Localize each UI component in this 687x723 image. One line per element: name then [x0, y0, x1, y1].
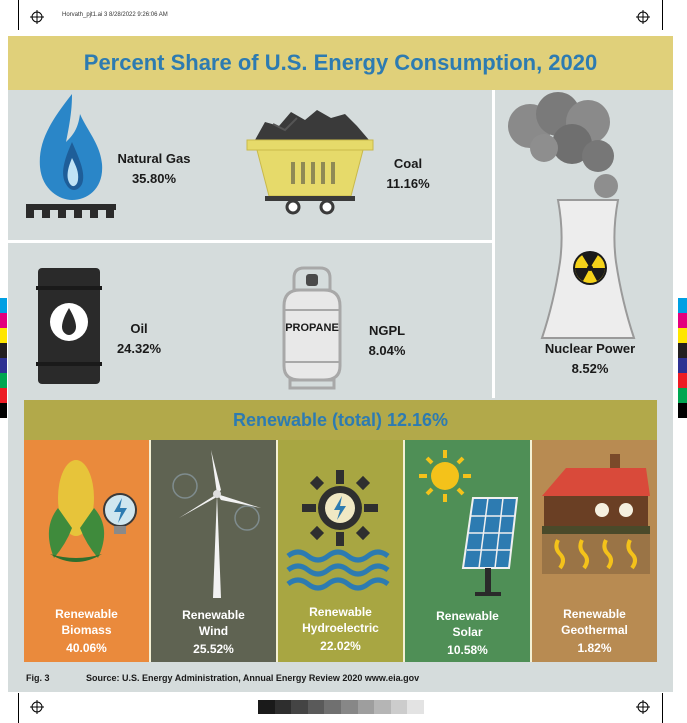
source-value: 8.52%: [571, 361, 609, 376]
wind-turbine-icon: [172, 450, 261, 598]
source-citation: Source: U.S. Energy Administration, Annu…: [86, 673, 420, 683]
renewable-biomass-card: [24, 440, 149, 662]
registration-mark-icon: [636, 10, 650, 24]
title-band: [8, 36, 673, 90]
renewable-label: Wind: [198, 624, 229, 638]
source-label: Coal: [393, 156, 423, 171]
renewable-value: 22.02%: [320, 639, 361, 653]
print-slug: Horvath_pjt1.ai 3 8/28/2022 9:26:06 AM: [62, 12, 168, 18]
source-label: Oil: [130, 321, 148, 336]
geothermal-house-icon: [542, 454, 650, 574]
crop-mark: [662, 0, 663, 30]
divider: [8, 240, 493, 243]
source-label: NGPL: [368, 323, 406, 338]
propane-tank-icon: [282, 266, 342, 390]
crop-mark: [18, 693, 19, 723]
grayscale-strip: [258, 700, 424, 714]
source-value: 35.80%: [131, 171, 177, 186]
renewable-wind-card: [151, 440, 276, 662]
crop-mark: [18, 0, 19, 30]
solar-panel-icon: [419, 450, 519, 596]
figure-label: Fig. 3: [26, 673, 50, 683]
renewable-label: Renewable: [182, 608, 245, 622]
oil-barrel-icon: [36, 268, 102, 384]
coal-cart-icon: [246, 110, 374, 215]
renewable-label: Renewable: [309, 605, 372, 619]
renewable-label: Renewable: [563, 607, 626, 621]
renewable-hydroelectric-card: [278, 440, 403, 662]
page-title: Percent Share of U.S. Energy Consumption…: [83, 50, 598, 75]
renewable-label: Hydroelectric: [302, 621, 379, 635]
renewable-value: 40.06%: [66, 641, 107, 655]
divider: [492, 90, 495, 398]
source-value: 11.16%: [386, 176, 430, 191]
registration-mark-icon: [30, 10, 44, 24]
registration-mark-icon: [636, 700, 650, 714]
source-value: 24.32%: [116, 341, 162, 356]
propane-label: PROPANE: [285, 322, 339, 334]
renewable-header: Renewable (total) 12.16%: [232, 410, 449, 430]
renewable-value: 10.58%: [447, 643, 488, 657]
renewable-geothermal-card: [532, 440, 657, 662]
source-label: Natural Gas: [117, 151, 191, 166]
color-bar-left: [0, 298, 7, 418]
renewable-label: Renewable: [55, 607, 118, 621]
nuclear-plant-icon: [508, 92, 636, 339]
crop-mark: [662, 693, 663, 723]
renewable-value: 25.52%: [193, 642, 234, 656]
corn-bulb-icon: [48, 460, 137, 562]
renewable-label: Biomass: [61, 623, 112, 637]
renewable-label: Renewable: [436, 609, 499, 623]
renewable-label: Solar: [452, 625, 483, 639]
water-wheel-icon: [286, 470, 390, 591]
source-value: 8.04%: [368, 343, 406, 358]
color-bar-right: [678, 298, 687, 418]
renewable-value: 1.82%: [577, 641, 612, 655]
gas-flame-icon: [26, 94, 116, 218]
renewable-header-band: [24, 400, 657, 440]
registration-mark-icon: [30, 700, 44, 714]
source-label: Nuclear Power: [544, 341, 636, 356]
renewable-solar-card: [405, 440, 530, 662]
renewable-label: Geothermal: [561, 623, 628, 637]
